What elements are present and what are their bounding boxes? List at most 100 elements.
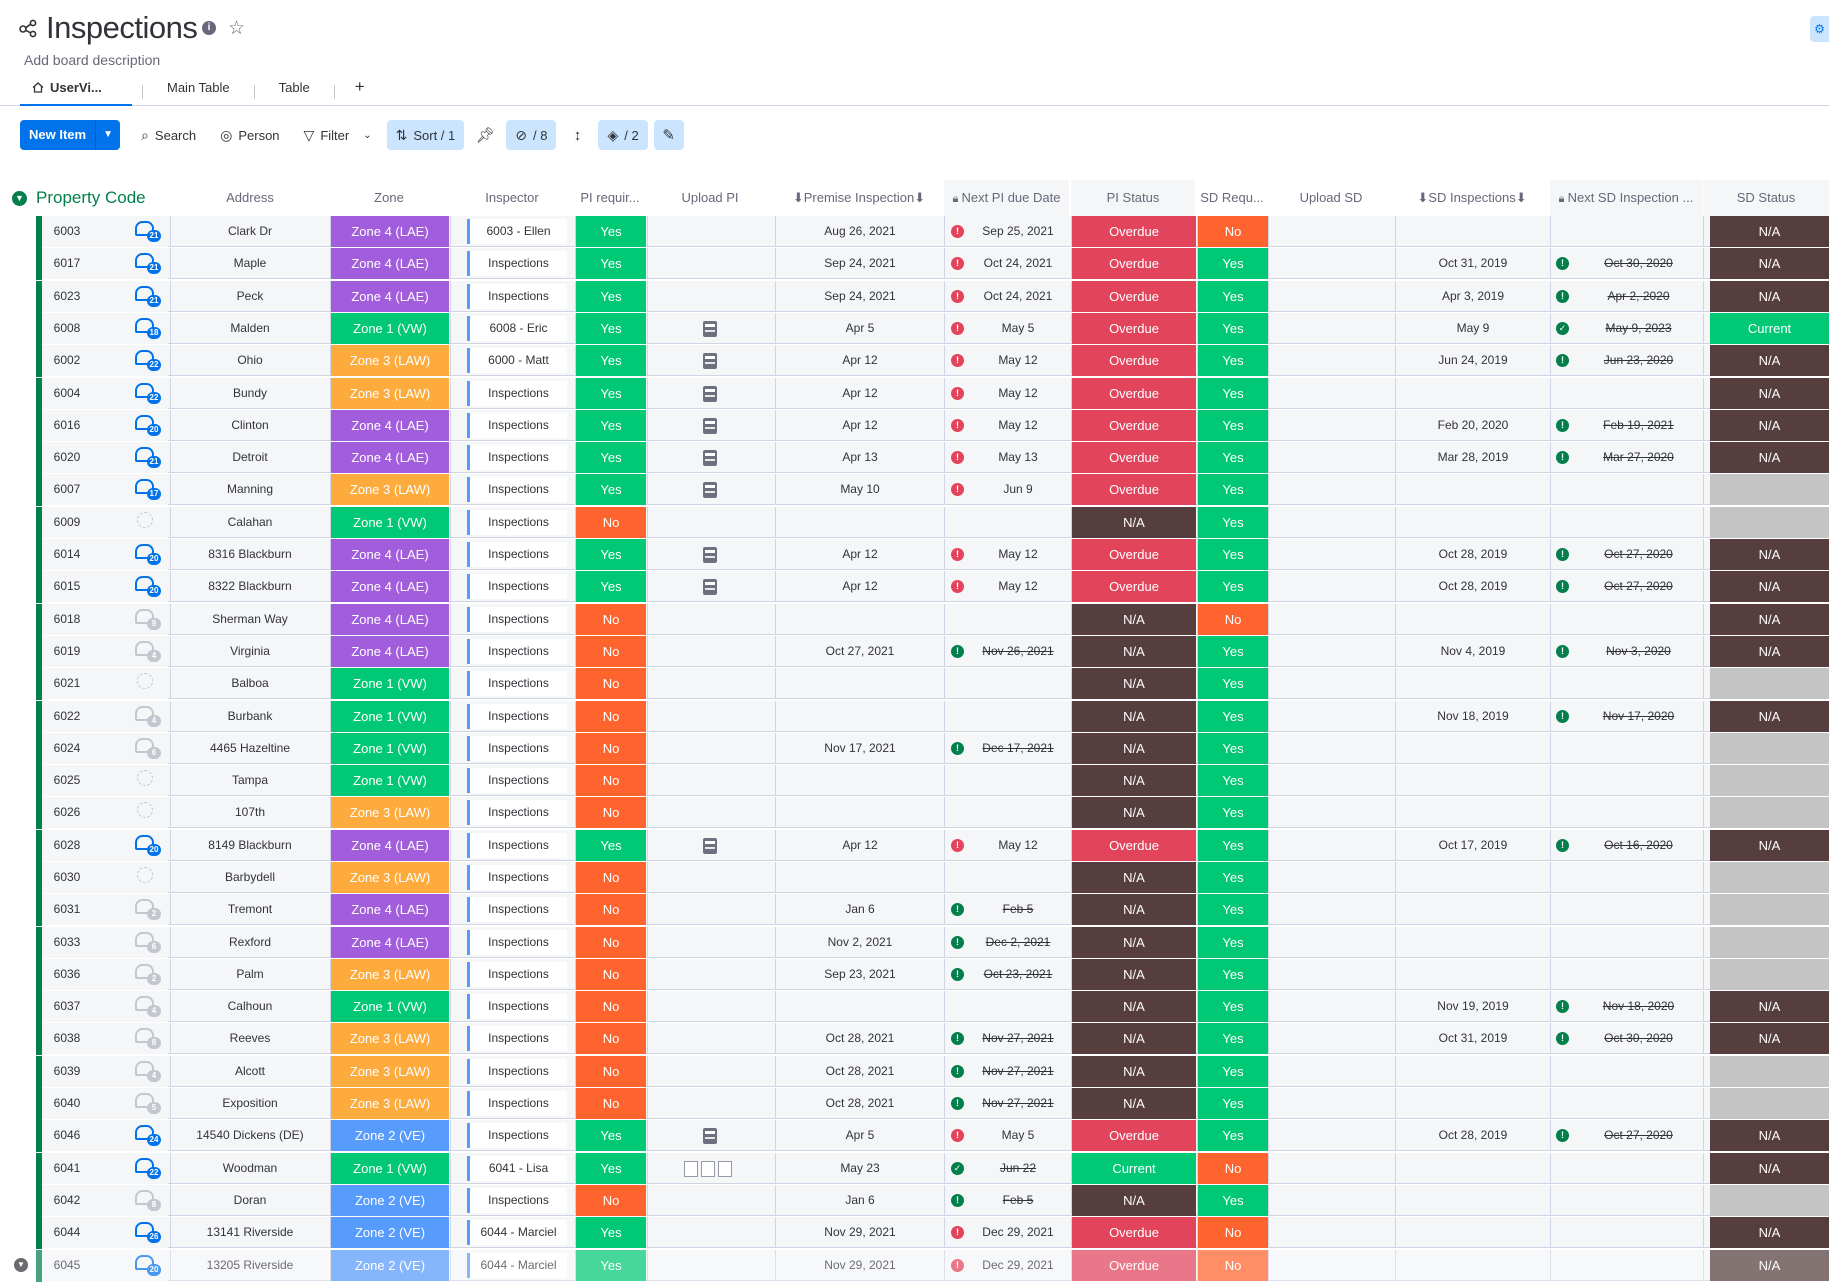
updates-icon[interactable]: 8 <box>135 1028 161 1049</box>
pi-required-status[interactable]: Yes <box>576 281 646 312</box>
property-code[interactable]: 6026 <box>53 805 81 819</box>
address-cell[interactable]: Clark Dr <box>228 224 272 238</box>
premise-inspection-date[interactable] <box>776 604 944 635</box>
address-cell[interactable]: Palm <box>236 967 264 981</box>
premise-inspection-date[interactable]: Nov 29, 2021 <box>824 1225 896 1239</box>
pi-required-status[interactable]: Yes <box>576 1250 646 1281</box>
pi-required-status[interactable]: Yes <box>576 378 646 409</box>
pi-status[interactable]: N/A <box>1072 797 1196 828</box>
inspector-chip[interactable]: Inspections <box>467 607 567 632</box>
address-cell[interactable]: Balboa <box>231 676 269 690</box>
sd-inspections-date[interactable]: Oct 31, 2019 <box>1438 1031 1508 1045</box>
sd-required-status[interactable]: Yes <box>1198 345 1268 376</box>
updates-icon[interactable]: 6 <box>135 738 161 759</box>
premise-inspection-date[interactable] <box>776 862 944 893</box>
property-code[interactable]: 6008 <box>53 321 81 335</box>
pi-status[interactable]: N/A <box>1072 636 1196 667</box>
property-code[interactable]: 6015 <box>53 579 81 593</box>
zone-status[interactable]: Zone 4 (LAE) <box>331 927 449 958</box>
address-cell[interactable]: Detroit <box>232 450 268 464</box>
property-code[interactable]: 6041 <box>53 1161 81 1175</box>
pi-required-status[interactable]: Yes <box>576 248 646 279</box>
updates-icon[interactable]: 22 <box>135 1158 161 1179</box>
property-code[interactable]: 6024 <box>53 741 81 755</box>
premise-inspection-date[interactable] <box>776 991 944 1022</box>
zone-status[interactable]: Zone 4 (LAE) <box>331 281 449 312</box>
pi-status[interactable]: Overdue <box>1072 1250 1196 1281</box>
pi-status[interactable]: N/A <box>1072 1185 1196 1216</box>
sd-required-status[interactable]: No <box>1198 604 1268 635</box>
property-code[interactable]: 6009 <box>53 515 81 529</box>
sd-status[interactable]: N/A <box>1710 1250 1829 1281</box>
sd-status[interactable]: N/A <box>1710 539 1829 570</box>
inspector-chip[interactable]: Inspections <box>467 800 567 825</box>
address-cell[interactable]: Tremont <box>227 902 273 916</box>
sd-status[interactable]: N/A <box>1710 442 1829 473</box>
zone-status[interactable]: Zone 1 (VW) <box>331 991 449 1022</box>
row-height-icon[interactable]: ↕ <box>573 126 582 144</box>
sd-status[interactable]: N/A <box>1710 830 1829 861</box>
premise-inspection-date[interactable]: Apr 5 <box>845 1128 875 1142</box>
pi-required-status[interactable]: No <box>576 1185 646 1216</box>
sd-inspections-date[interactable]: Apr 3, 2019 <box>1441 289 1505 303</box>
address-cell[interactable]: Virginia <box>230 644 270 658</box>
sd-status[interactable] <box>1710 507 1829 538</box>
sd-inspections-date[interactable]: Oct 28, 2019 <box>1438 579 1508 593</box>
pi-required-status[interactable]: No <box>576 1056 646 1087</box>
sd-status[interactable]: N/A <box>1710 636 1829 667</box>
updates-icon[interactable]: 5 <box>135 1093 161 1114</box>
pi-required-status[interactable]: No <box>576 733 646 764</box>
column-header-pi-status[interactable]: PI Status <box>1071 180 1195 216</box>
star-icon[interactable]: ☆ <box>228 18 246 39</box>
sd-inspections-date[interactable]: Oct 17, 2019 <box>1438 838 1508 852</box>
sd-inspections-date[interactable]: Oct 31, 2019 <box>1438 256 1508 270</box>
sd-status[interactable]: N/A <box>1710 248 1829 279</box>
address-cell[interactable]: Rexford <box>228 935 272 949</box>
inspector-chip[interactable]: Inspections <box>467 381 567 406</box>
address-cell[interactable]: Calahan <box>227 515 273 529</box>
inspector-chip[interactable]: Inspections <box>467 639 567 664</box>
sd-required-status[interactable]: No <box>1198 216 1268 247</box>
zone-status[interactable]: Zone 3 (LAW) <box>331 1023 449 1054</box>
address-cell[interactable]: Exposition <box>222 1096 278 1110</box>
zone-status[interactable]: Zone 4 (LAE) <box>331 604 449 635</box>
sd-inspections-date[interactable] <box>1396 1056 1550 1087</box>
premise-inspection-date[interactable] <box>776 765 944 796</box>
zone-status[interactable]: Zone 3 (LAW) <box>331 1056 449 1087</box>
zone-status[interactable]: Zone 4 (LAE) <box>331 571 449 602</box>
address-cell[interactable]: Tampa <box>231 773 269 787</box>
sd-required-status[interactable]: Yes <box>1198 701 1268 732</box>
zone-status[interactable]: Zone 3 (LAW) <box>331 1088 449 1119</box>
pi-required-status[interactable]: No <box>576 507 646 538</box>
add-view-button[interactable]: + <box>354 77 365 96</box>
updates-icon[interactable] <box>135 512 157 532</box>
hide-columns-button[interactable]: ⊘ / 8 <box>506 120 557 150</box>
premise-inspection-date[interactable]: Oct 28, 2021 <box>825 1064 895 1078</box>
inspector-chip[interactable]: Inspections <box>467 1059 567 1084</box>
file-icon[interactable] <box>703 353 717 369</box>
sd-status[interactable]: N/A <box>1710 991 1829 1022</box>
inspector-chip[interactable]: Inspections <box>467 1188 567 1213</box>
pi-required-status[interactable]: No <box>576 765 646 796</box>
collapse-group-icon[interactable]: ▼ <box>12 191 27 206</box>
inspector-chip[interactable]: Inspections <box>467 1091 567 1116</box>
premise-inspection-date[interactable]: Apr 12 <box>842 547 878 561</box>
sd-status[interactable]: N/A <box>1710 345 1829 376</box>
pi-status[interactable]: Current <box>1072 1153 1196 1184</box>
updates-icon[interactable]: 21 <box>135 253 161 274</box>
updates-icon[interactable]: 6 <box>135 932 161 953</box>
column-header-upload-sd[interactable]: Upload SD <box>1299 190 1363 205</box>
sd-status[interactable]: N/A <box>1710 1023 1829 1054</box>
address-cell[interactable]: 8316 Blackburn <box>208 547 292 561</box>
pi-status[interactable]: Overdue <box>1072 442 1196 473</box>
pi-required-status[interactable]: Yes <box>576 345 646 376</box>
updates-icon[interactable]: 18 <box>135 318 161 339</box>
board-description[interactable]: Add board description <box>24 52 161 68</box>
sort-button[interactable]: ⇅ Sort / 1 <box>386 120 465 150</box>
pi-required-status[interactable]: No <box>576 927 646 958</box>
zone-status[interactable]: Zone 3 (LAW) <box>331 345 449 376</box>
sd-inspections-date[interactable] <box>1396 668 1550 699</box>
premise-inspection-date[interactable]: Sep 24, 2021 <box>824 256 896 270</box>
pi-required-status[interactable]: Yes <box>576 1217 646 1248</box>
address-cell[interactable]: Ohio <box>237 353 263 367</box>
